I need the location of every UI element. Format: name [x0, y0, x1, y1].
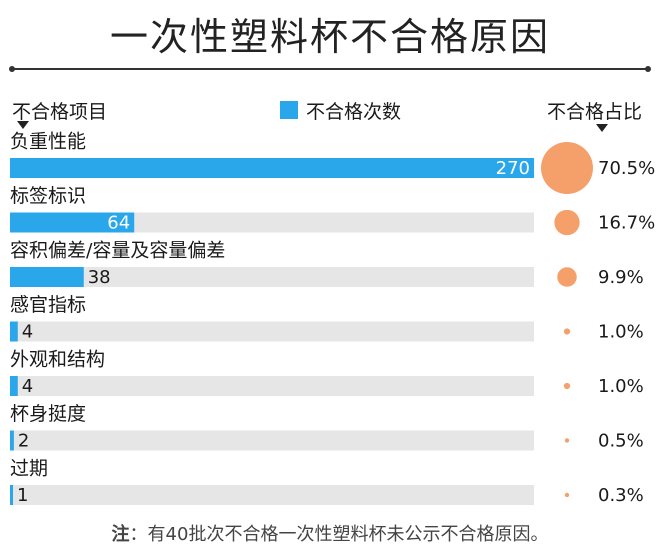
bar: [10, 158, 534, 178]
percent-bubble: [541, 142, 593, 194]
category-label: 外观和结构: [10, 349, 105, 371]
percent-header-arrow-icon: [596, 124, 608, 132]
percent-label: 0.3%: [598, 485, 644, 506]
category-header-arrow-icon: [17, 121, 29, 129]
chart-title: 一次性塑料杯不合格原因: [109, 15, 550, 59]
footnote-text: ：有40批次不合格一次性塑料杯未公示不合格原因。: [129, 524, 549, 545]
category-label: 容积偏差/容量及容量偏差: [10, 240, 225, 262]
value-label: 64: [107, 213, 130, 234]
bar-track: [10, 485, 534, 505]
percent-label: 0.5%: [598, 431, 644, 452]
divider-end-dot: [9, 66, 15, 72]
legend-label: 不合格次数: [306, 101, 402, 123]
legend-swatch: [280, 101, 298, 119]
bar: [10, 321, 18, 342]
footnote-prefix: 注: [111, 524, 130, 545]
bar: [10, 267, 84, 287]
bar: [10, 485, 13, 505]
percent-label: 70.5%: [598, 158, 655, 179]
bar-track: [10, 376, 534, 396]
bar-track: [10, 321, 534, 342]
category-label: 标签标识: [10, 185, 86, 207]
bar-track: [10, 267, 534, 287]
percent-label: 9.9%: [598, 267, 644, 288]
category-label: 感官指标: [10, 294, 86, 316]
percent-bubble: [564, 438, 570, 443]
value-label: 2: [18, 431, 29, 452]
bar-track: [10, 212, 534, 233]
category-header: 不合格项目: [12, 101, 108, 123]
category-label: 过期: [10, 458, 48, 480]
value-label: 270: [496, 158, 530, 179]
percent-bubble: [557, 267, 577, 287]
bar: [10, 212, 135, 233]
percent-bubble: [563, 328, 571, 335]
value-label: 4: [22, 322, 33, 343]
value-label: 1: [17, 485, 28, 506]
percent-label: 16.7%: [598, 213, 655, 234]
percent-label: 1.0%: [598, 376, 644, 397]
category-label: 杯身挺度: [10, 403, 86, 425]
percent-header: 不合格占比: [547, 101, 643, 123]
percent-bubble: [563, 382, 571, 390]
percent-label: 1.0%: [598, 322, 644, 343]
percent-bubble: [554, 209, 580, 236]
percent-bubble: [564, 492, 570, 498]
category-label: 负重性能: [10, 131, 86, 153]
title-divider: [9, 66, 651, 72]
footnote: 注：有40批次不合格一次性塑料杯未公示不合格原因。: [0, 520, 660, 546]
value-label: 4: [22, 376, 33, 397]
bar-track: [10, 430, 534, 451]
bar: [10, 430, 14, 451]
divider-end-dot: [645, 66, 651, 72]
value-label: 38: [88, 267, 111, 288]
bar: [10, 376, 18, 396]
